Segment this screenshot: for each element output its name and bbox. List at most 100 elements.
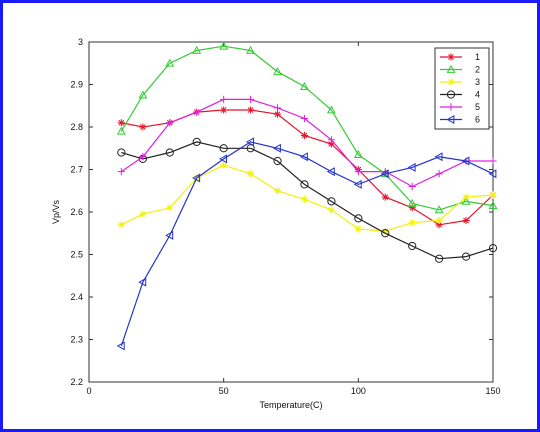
data-point [300, 114, 309, 123]
data-point [327, 136, 335, 144]
data-point [273, 110, 282, 118]
data-point [273, 67, 282, 76]
data-point [273, 156, 282, 166]
data-point [117, 148, 126, 157]
data-point [488, 244, 498, 253]
data-point [139, 153, 147, 161]
data-point [165, 148, 174, 157]
series-lines [116, 41, 498, 351]
data-point [192, 173, 201, 183]
data-point [434, 152, 443, 162]
legend-label: 5 [475, 102, 480, 112]
data-point [220, 161, 228, 169]
data-point [408, 241, 417, 251]
data-point [327, 197, 336, 206]
data-point [138, 277, 147, 287]
data-point [117, 168, 125, 176]
data-point [300, 131, 309, 140]
y-tick-label: 2.4 [70, 292, 83, 302]
data-point [246, 144, 255, 153]
y-tick-label: 2.2 [70, 377, 83, 387]
y-axis-label: Vp/Vs [51, 199, 61, 224]
data-point [138, 90, 148, 99]
data-point [273, 104, 282, 112]
series-line [120, 45, 494, 211]
line-chart: 0 50 100 150 2.2 2.3 2.4 2.5 2.6 2.7 2.8 2.9 3 Tempe… [51, 37, 501, 410]
legend-entry: 4 [440, 90, 480, 100]
axes [88, 41, 494, 383]
plot-area [88, 41, 494, 383]
data-point [165, 230, 174, 240]
data-point [435, 216, 443, 225]
data-point [381, 229, 390, 238]
data-point [165, 58, 175, 67]
y-tick-label: 2.3 [70, 335, 83, 345]
data-point [299, 152, 308, 162]
data-point [116, 341, 125, 351]
data-point [219, 41, 229, 50]
y-tick-label: 2.7 [70, 165, 83, 175]
data-point [407, 162, 416, 172]
y-tick-label: 3 [78, 37, 83, 47]
data-point [247, 170, 255, 178]
data-point [435, 254, 444, 263]
y-tick-label: 2.5 [70, 250, 83, 260]
data-point [246, 45, 256, 54]
data-point [407, 198, 417, 207]
data-point [327, 206, 335, 214]
legend-label: 2 [475, 65, 480, 75]
legend: 1 2 3 4 5 6 [434, 47, 490, 130]
data-point [381, 193, 389, 201]
x-tick-label: 50 [219, 386, 229, 396]
legend-label: 1 [475, 52, 480, 62]
data-point [447, 78, 455, 86]
data-point [354, 225, 362, 233]
x-tick-label: 0 [86, 386, 91, 396]
data-point [220, 95, 228, 103]
data-point [166, 204, 174, 212]
data-point [219, 154, 228, 164]
data-point [139, 123, 147, 131]
data-point [462, 216, 470, 225]
data-point [300, 195, 309, 203]
data-point [354, 168, 362, 176]
data-point [273, 187, 282, 195]
data-point [354, 214, 363, 223]
data-point [117, 221, 125, 229]
data-point [300, 180, 309, 189]
data-point [461, 156, 470, 166]
data-point [116, 126, 126, 135]
legend-box [434, 47, 490, 130]
data-point [380, 169, 389, 179]
data-point [435, 170, 443, 178]
data-point [446, 90, 456, 99]
data-point [408, 219, 416, 227]
data-point [192, 137, 201, 146]
data-point [220, 106, 228, 114]
data-point [353, 149, 363, 159]
data-point [300, 81, 309, 91]
data-point [139, 210, 147, 218]
series-4 [117, 137, 498, 263]
data-point [462, 193, 470, 201]
data-point [326, 167, 335, 177]
legend-entry: 5 [440, 102, 480, 112]
legend-entry: 6 [440, 115, 480, 125]
series-line [121, 141, 494, 260]
data-point [447, 53, 455, 61]
data-point [192, 45, 202, 54]
data-point [446, 115, 455, 124]
y-tick-label: 2.9 [70, 80, 83, 90]
data-point [272, 143, 281, 153]
series-line [120, 141, 494, 347]
data-point [489, 191, 497, 199]
y-tick-label: 2.8 [70, 122, 83, 132]
legend-entry: 1 [440, 52, 480, 62]
data-point [447, 103, 455, 111]
data-point [461, 252, 471, 261]
legend-entry: 2 [440, 65, 480, 75]
data-point [446, 64, 456, 73]
series-3 [117, 161, 497, 235]
data-point [247, 95, 255, 103]
